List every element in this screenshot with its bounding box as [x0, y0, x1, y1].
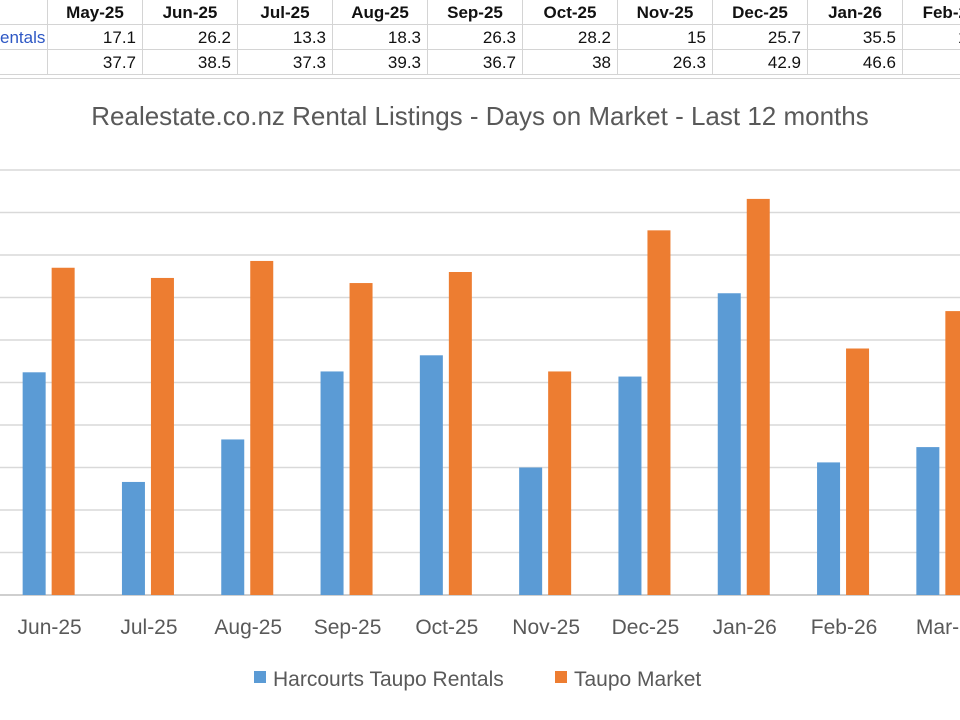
- value-cell: 38.5: [143, 50, 238, 75]
- bar-market: [846, 348, 870, 595]
- x-tick-label: Jul-25: [120, 616, 177, 639]
- legend: Harcourts Taupo Rentals Taupo Market: [254, 668, 701, 691]
- month-header-cell: Jan-26: [808, 0, 903, 25]
- x-tick-label: Aug-25: [214, 616, 282, 639]
- value-cell: 39.3: [333, 50, 428, 75]
- bar-market: [448, 272, 472, 595]
- bar-market: [150, 277, 174, 595]
- bar-market: [51, 267, 75, 595]
- x-tick-label: Jun-25: [18, 616, 82, 639]
- x-tick-label: Mar-2: [916, 616, 960, 639]
- x-tick-label: Jan-26: [713, 616, 777, 639]
- bar-harcourts: [419, 355, 443, 595]
- x-tick-label: Sep-25: [314, 616, 382, 639]
- value-cell: 26.3: [428, 25, 523, 50]
- month-header-cell: Aug-25: [333, 0, 428, 25]
- bar-market: [548, 371, 572, 595]
- legend-swatch: [555, 671, 567, 683]
- bars: [22, 198, 960, 595]
- value-cell: 15: [618, 25, 713, 50]
- value-cell: 35.5: [808, 25, 903, 50]
- x-axis-labels: Jun-25 Jul-25 Aug-25 Sep-25 Oct-25 Nov-25 Dec-…: [18, 616, 960, 639]
- row-label-cell: entals: [0, 25, 48, 50]
- value-cell: 26.3: [618, 50, 713, 75]
- x-tick-label: Dec-25: [612, 616, 680, 639]
- bar-market: [647, 230, 671, 595]
- bar-harcourts: [817, 462, 841, 595]
- month-header-cell: Nov-25: [618, 0, 713, 25]
- value-cell: 26.2: [143, 25, 238, 50]
- value-cell: 28.2: [523, 25, 618, 50]
- value-cell: 37.3: [238, 50, 333, 75]
- bar-market: [945, 311, 960, 595]
- value-cell: 37.7: [48, 50, 143, 75]
- bar-harcourts: [519, 467, 543, 595]
- bar-harcourts: [717, 293, 741, 595]
- month-header-cell: May-25: [48, 0, 143, 25]
- value-cell: 38: [523, 50, 618, 75]
- bar-harcourts: [618, 376, 642, 595]
- value-cell: 15.6: [903, 25, 960, 50]
- month-header-cell: Sep-25: [428, 0, 523, 25]
- month-header-cell: Feb-26: [903, 0, 960, 25]
- x-tick-label: Feb-26: [811, 616, 878, 639]
- legend-label: Harcourts Taupo Rentals: [273, 668, 504, 691]
- legend-label: Taupo Market: [574, 668, 701, 691]
- value-cell: 13.3: [238, 25, 333, 50]
- month-header-cell: Jun-25: [143, 0, 238, 25]
- value-cell: 25.7: [713, 25, 808, 50]
- value-cell: 18.3: [333, 25, 428, 50]
- bar-harcourts: [320, 371, 344, 595]
- bar-harcourts: [121, 481, 145, 595]
- chart-title: Realestate.co.nz Rental Listings - Days …: [91, 101, 868, 131]
- value-cell: 17.1: [48, 25, 143, 50]
- month-header-cell: Jul-25: [238, 0, 333, 25]
- bar-harcourts: [22, 372, 46, 595]
- month-header-cell: Dec-25: [713, 0, 808, 25]
- value-cell: 46.6: [808, 50, 903, 75]
- header-corner-cell: [0, 0, 48, 25]
- row-label-cell: [0, 50, 48, 75]
- bar-harcourts: [221, 439, 245, 595]
- value-cell: 36.7: [428, 50, 523, 75]
- legend-swatch: [254, 671, 266, 683]
- bar-market: [349, 283, 373, 595]
- x-tick-label: Nov-25: [512, 616, 580, 639]
- value-cell: 29: [903, 50, 960, 75]
- spreadsheet-table: entals May-25 17.1 37.7 Jun-25 26.2 38.5 Jul-25…: [0, 0, 960, 79]
- x-tick-label: Oct-25: [415, 616, 478, 639]
- bar-market: [746, 198, 770, 595]
- month-header-cell: Oct-25: [523, 0, 618, 25]
- bar-harcourts: [916, 447, 940, 595]
- bar-market: [250, 260, 274, 595]
- value-cell: 42.9: [713, 50, 808, 75]
- bar-chart: Realestate.co.nz Rental Listings - Days …: [0, 101, 960, 691]
